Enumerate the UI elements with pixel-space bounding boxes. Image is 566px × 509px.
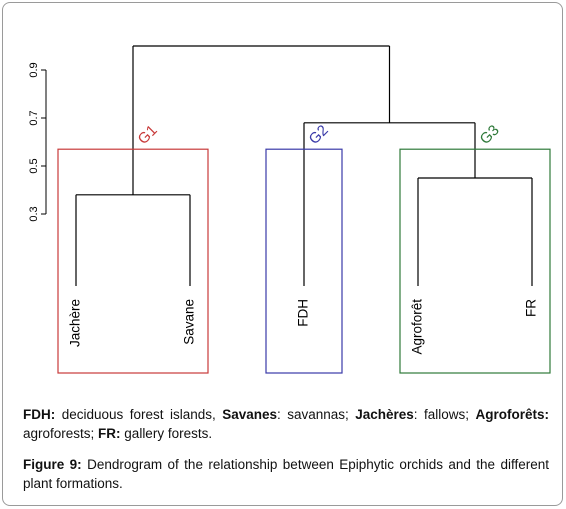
leaf-label: Agroforêt [410, 299, 425, 355]
note-segment: : savannas; [277, 407, 356, 422]
group-label: G1 [135, 122, 161, 148]
dendrogram: 0.3 0.5 0.7 0.9 Jachère Savane FDH Agroforêt FR G… [28, 45, 551, 374]
note-segment: Savanes [222, 407, 277, 422]
merge-link [75, 194, 191, 286]
legend-notes: FDH: deciduous forest islands, Savanes: … [23, 405, 549, 443]
group-label: G3 [477, 122, 503, 148]
note-segment: FR: [98, 426, 121, 441]
merge-link [132, 45, 391, 195]
note-segment: Agroforêts: [475, 407, 550, 422]
leaf-label: FR [524, 299, 539, 317]
group-label: G2 [306, 122, 332, 148]
note-segment: deciduous forest islands, [55, 407, 223, 422]
group-box [57, 148, 209, 374]
y-tick-label: 0.5 [28, 158, 40, 173]
figure-caption: Figure 9: Dendrogram of the relationship… [23, 455, 549, 493]
leaf-label: Jachère [68, 299, 83, 347]
note-segment: : fallows; [413, 407, 476, 422]
merge-link [417, 177, 533, 286]
note-segment: Jachères [355, 407, 414, 422]
group-box [265, 148, 343, 374]
leaf-label: FDH [296, 299, 311, 327]
group-box [399, 148, 551, 374]
caption-label: Figure 9: [23, 457, 82, 472]
note-segment: agroforests; [23, 426, 99, 441]
y-tick-label: 0.7 [28, 110, 40, 125]
note-segment: gallery forests. [120, 426, 213, 441]
note-segment: FDH: [23, 407, 56, 422]
caption-text: Dendrogram of the relationship between E… [23, 457, 549, 491]
y-tick-label: 0.9 [28, 62, 40, 77]
leaf-label: Savane [182, 299, 197, 345]
merge-link [303, 122, 476, 286]
y-tick-label: 0.3 [28, 206, 40, 221]
